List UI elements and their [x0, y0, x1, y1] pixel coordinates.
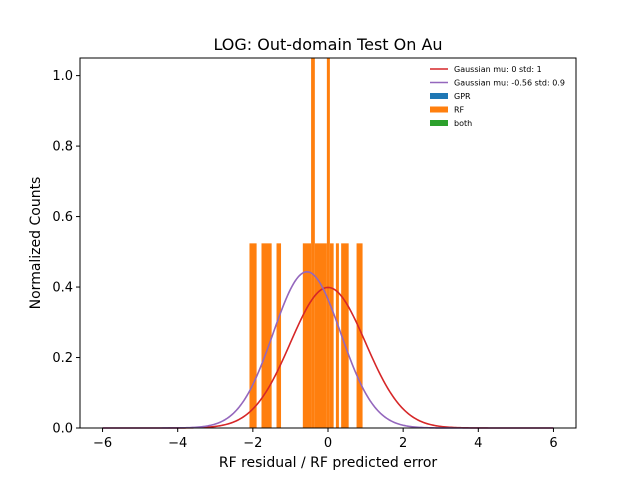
rf-bar-1	[261, 243, 272, 428]
y-tick-label: 1.0	[52, 69, 73, 84]
x-tick-label: 4	[474, 436, 482, 451]
y-tick-label: 0.0	[52, 422, 73, 437]
rf-bar-8	[335, 243, 339, 428]
chart-title: LOG: Out-domain Test On Au	[213, 35, 442, 54]
x-tick-label: −6	[93, 436, 112, 451]
y-tick-label: 0.6	[52, 210, 73, 225]
legend-patch-swatch	[430, 120, 448, 126]
y-axis-ticks: 0.0 0.2 0.4 0.6 0.8 1.0	[52, 69, 80, 437]
x-axis-label: RF residual / RF predicted error	[219, 455, 438, 471]
rf-bar-5	[314, 243, 327, 428]
legend-entry-label: GPR	[454, 92, 471, 101]
rf-bar-10	[356, 243, 363, 428]
rf-bar-4	[311, 58, 315, 428]
legend-patch-swatch	[430, 106, 448, 113]
x-tick-label: −4	[168, 436, 187, 451]
y-tick-label: 0.2	[52, 351, 73, 366]
y-axis-label: Normalized Counts	[28, 177, 44, 310]
rf-bar-9	[341, 243, 349, 428]
legend-entry-label: both	[454, 119, 472, 128]
y-tick-label: 0.8	[52, 140, 73, 155]
legend-patch-swatch	[430, 93, 448, 99]
rf-bar-3	[302, 243, 312, 428]
x-tick-label: 6	[549, 436, 557, 451]
rf-bar-7	[329, 243, 334, 428]
x-axis-ticks: −6 −4 −2 0 2 4 6	[93, 428, 558, 451]
x-tick-label: 0	[324, 436, 332, 451]
y-tick-label: 0.4	[52, 281, 73, 296]
legend-entry-label: Gaussian mu: 0 std: 1	[454, 65, 542, 74]
rf-bar-0	[249, 243, 257, 428]
legend: Gaussian mu: 0 std: 1 Gaussian mu: -0.56 …	[430, 65, 565, 128]
x-tick-label: −2	[243, 436, 262, 451]
legend-entry-label: RF	[454, 106, 465, 115]
legend-entry-label: Gaussian mu: -0.56 std: 0.9	[454, 79, 565, 88]
rf-bar-6	[326, 58, 330, 428]
rf-bar-2	[276, 243, 282, 428]
x-tick-label: 2	[399, 436, 407, 451]
